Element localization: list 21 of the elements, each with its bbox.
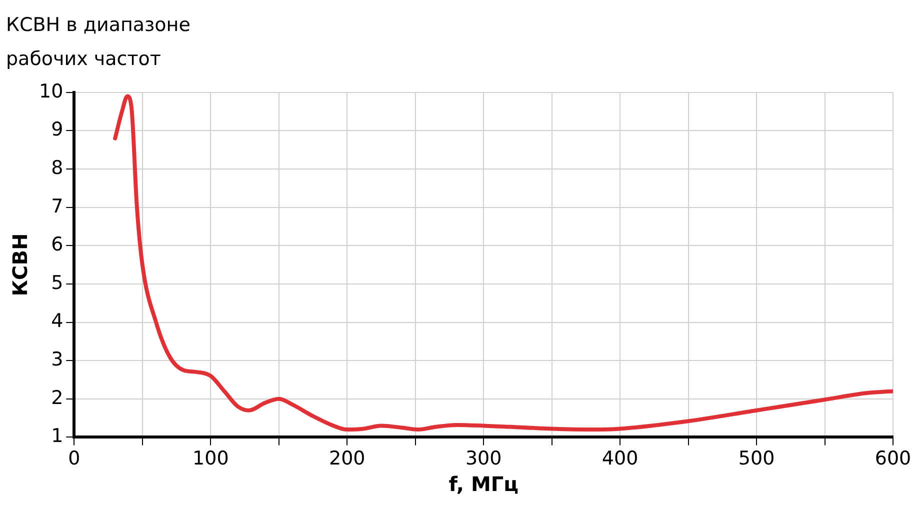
y-tick-label: 6 <box>51 234 64 256</box>
x-tick-label: 400 <box>602 448 638 470</box>
x-tick-label: 100 <box>192 448 229 470</box>
line-series <box>113 94 893 432</box>
x-tick-label: 200 <box>328 448 366 470</box>
y-tick-label: 4 <box>51 310 64 332</box>
y-tick-label: 5 <box>51 272 64 294</box>
chart-title: КСВН в диапазоне рабочих частот <box>6 13 192 72</box>
y-tick-label: 10 <box>38 80 64 102</box>
x-axis-title: f, МГц <box>448 472 518 496</box>
y-tick-label: 8 <box>51 156 64 179</box>
x-tick-label: 300 <box>465 448 502 470</box>
y-axis-title: КСВН <box>8 233 32 296</box>
y-tick-label: 1 <box>51 425 64 448</box>
y-tick-label: 2 <box>51 386 64 409</box>
x-tick-label: 0 <box>68 448 80 470</box>
y-tick-label: 7 <box>51 195 64 218</box>
y-tick-label: 3 <box>51 348 64 371</box>
x-tick-label: 500 <box>738 448 775 470</box>
y-tick-label: 9 <box>51 118 64 141</box>
x-tick-label: 600 <box>874 448 912 470</box>
